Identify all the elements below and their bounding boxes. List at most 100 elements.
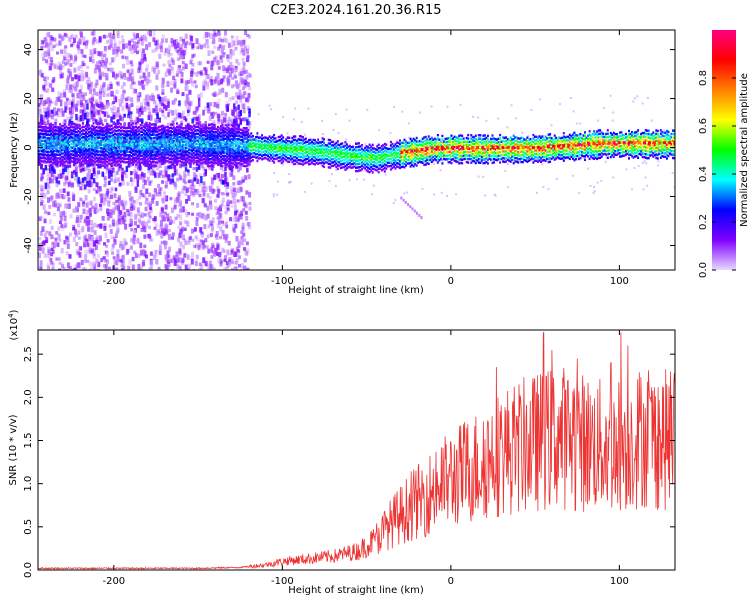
heatmap-band-cell [112,133,115,137]
heatmap-noise-cell [39,98,43,105]
heatmap-band-cell [65,129,68,132]
heatmap-band-cell [44,139,47,143]
heatmap-noise-cell [134,157,138,161]
heatmap-noise-cell [153,100,157,105]
heatmap-band-cell [72,164,75,167]
heatmap-band-cell [113,125,116,129]
heatmap-noise-cell [221,52,225,58]
heatmap-noise-cell [128,40,132,46]
heatmap-band-cell [62,145,65,148]
heatmap-noise-cell [517,152,520,155]
heatmap-band-cell [157,149,160,153]
heatmap-noise-cell [93,230,97,235]
heatmap-band-cell [50,133,53,136]
heatmap-band-cell [95,156,98,160]
heatmap-band-cell [226,139,229,142]
heatmap-band-cell [228,163,232,171]
heatmap-band-cell [122,143,125,147]
heatmap-band-cell [83,153,86,156]
heatmap-band-cell [195,166,199,172]
heatmap-band-cell [180,153,183,161]
heatmap-noise-cell [51,45,54,52]
heatmap-band-cell [121,125,124,129]
heatmap-band-cell [104,146,107,149]
heatmap-noise-cell [170,87,173,93]
heatmap-band-cell [42,136,45,139]
heatmap-band-cell [195,129,198,132]
heatmap-noise-cell [123,216,127,223]
heatmap-noise-cell [99,205,103,212]
heatmap-band-cell [95,163,98,166]
heatmap-noise-cell [247,92,251,99]
heatmap-band-cell [242,161,245,164]
heatmap-band-cell [84,184,87,190]
heatmap-band-cell [142,159,145,163]
heatmap-band-cell [145,128,148,131]
heatmap-band-cell [115,133,118,136]
heatmap-band-cell [83,149,86,153]
heatmap-noise-cell [38,216,42,222]
heatmap-noise-cell [143,34,146,41]
heatmap-band-cell [165,125,168,129]
heatmap-band-cell [97,126,100,129]
heatmap-band-cell [86,103,89,110]
heatmap-band-cell [91,162,94,165]
heatmap-noise-cell [194,235,198,240]
heatmap-band-cell [59,126,62,129]
heatmap-band-cell [197,132,200,136]
heatmap-noise-cell [86,65,90,69]
heatmap-noise-cell [133,47,137,54]
heatmap-noise-cell [219,258,223,264]
heatmap-noise-cell [54,118,58,124]
heatmap-band-cell [95,129,98,132]
heatmap-band-cell [210,150,213,153]
heatmap-noise-cell [100,193,104,200]
heatmap-band-cell [213,131,216,134]
heatmap-band-cell [163,147,166,150]
heatmap-noise-cell [433,193,436,196]
heatmap-band-cell [105,163,109,171]
heatmap-noise-cell [459,103,462,106]
heatmap-noise-cell [94,203,98,209]
heatmap-noise-cell [179,229,183,233]
heatmap-band-cell [79,124,81,127]
heatmap-noise-cell [363,178,366,181]
heatmap-noise-cell [44,80,48,86]
heatmap-noise-cell [198,190,202,194]
heatmap-noise-cell [116,73,119,78]
heatmap-noise-cell [203,203,207,208]
heatmap-band-cell [71,132,74,136]
heatmap-noise-cell [183,238,187,243]
heatmap-band-cell [238,144,241,148]
heatmap-band-cell [63,147,66,150]
heatmap-band-cell [63,160,66,164]
heatmap-band-cell [50,146,53,150]
heatmap-band-cell [94,161,97,164]
heatmap-band-cell [221,151,224,154]
heatmap-noise-cell [68,99,72,106]
heatmap-noise-cell [168,63,172,68]
heatmap-band-cell [204,148,207,151]
heatmap-noise-cell [87,188,91,194]
heatmap-noise-cell [131,207,135,211]
heatmap-band-cell [66,161,69,164]
heatmap-noise-cell [78,89,82,94]
heatmap-band-cell [132,129,134,132]
heatmap-noise-cell [209,233,213,238]
heatmap-noise-cell [107,87,111,91]
heatmap-noise-cell [221,221,225,226]
heatmap-band-cell [132,136,134,139]
heatmap-noise-cell [241,77,245,83]
heatmap-noise-cell [126,59,130,65]
heatmap-band-cell [45,150,48,154]
heatmap-noise-cell [50,113,54,117]
heatmap-noise-cell [176,70,180,75]
heatmap-noise-cell [115,267,119,270]
heatmap-band-cell [209,158,212,161]
heatmap-noise-cell [76,251,80,256]
heatmap-band-cell [106,164,109,167]
heatmap-band-cell [97,121,100,126]
heatmap-noise-cell [237,62,241,66]
heatmap-noise-cell [140,35,144,41]
heatmap-noise-cell [161,34,165,39]
